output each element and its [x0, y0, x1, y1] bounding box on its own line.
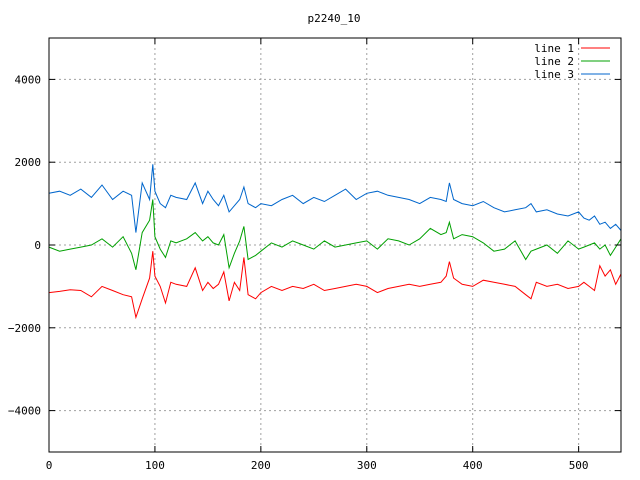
y-tick-label: −4000 — [8, 405, 41, 418]
x-tick-label: 500 — [569, 459, 589, 472]
x-tick-label: 300 — [357, 459, 377, 472]
axis-ticks: 0 100 200 300 400 500 −4000 −2000 0 2000 4000 — [8, 38, 621, 472]
y-tick-label: 0 — [34, 239, 41, 252]
y-tick-label: −2000 — [8, 322, 41, 335]
series-line-1 — [48, 251, 622, 320]
legend-label: line 3 — [534, 68, 574, 81]
x-tick-label: 0 — [46, 459, 53, 472]
series-line-2 — [48, 199, 622, 270]
legend-label: line 2 — [534, 55, 574, 68]
x-tick-label: 100 — [145, 459, 165, 472]
series-line-3 — [48, 164, 622, 233]
y-tick-label: 2000 — [15, 156, 42, 169]
y-tick-label: 4000 — [15, 73, 42, 86]
x-tick-label: 400 — [463, 459, 483, 472]
legend-label: line 1 — [534, 42, 574, 55]
grid-lines — [49, 38, 621, 452]
chart-title: p2240_10 — [308, 12, 361, 25]
series-group — [48, 164, 622, 320]
x-tick-label: 200 — [251, 459, 271, 472]
